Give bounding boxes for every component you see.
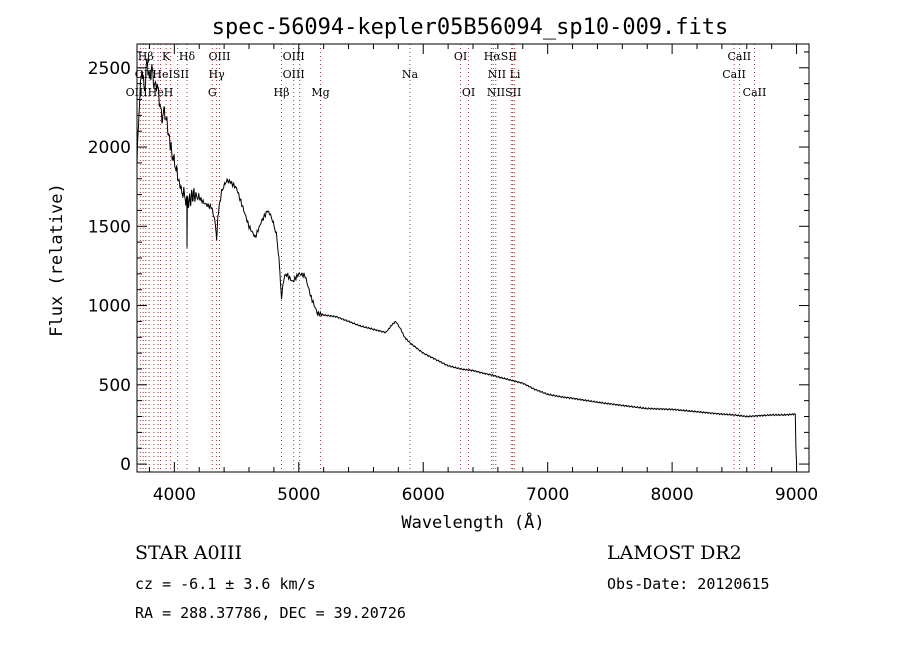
line-label: Mg: [311, 86, 329, 99]
object-class: STAR A0III: [135, 542, 243, 564]
y-tick-label: 2500: [88, 59, 131, 79]
y-axis-label: Flux (relative): [47, 183, 67, 337]
x-tick-label: 5000: [277, 485, 320, 505]
y-tick-label: 1000: [88, 297, 131, 317]
line-label: G: [208, 86, 217, 99]
line-label: NII Li: [488, 68, 521, 81]
line-label: CaII: [743, 86, 767, 99]
x-axis-label: Wavelength (Å): [401, 511, 544, 533]
x-tick-label: 8000: [650, 485, 693, 505]
ra-dec: RA = 288.37786, DEC = 39.20726: [135, 604, 406, 622]
line-label: CaII: [727, 50, 751, 63]
line-label: NIISII: [487, 86, 522, 99]
line-label: Hδ: [179, 50, 196, 63]
line-label: OI: [462, 86, 475, 99]
line-label: Hβ: [138, 50, 154, 63]
redshift-cz: cz = -6.1 ± 3.6 km/s: [135, 575, 316, 593]
x-tick-label: 6000: [402, 485, 445, 505]
line-label: Na: [402, 68, 419, 81]
y-tick-label: 1500: [88, 217, 131, 237]
line-label: HαSII: [484, 50, 517, 63]
x-axis-ticks: 4000 5000 6000 7000 8000 9000: [148, 44, 818, 505]
x-tick-label: 4000: [153, 485, 196, 505]
line-label: OIII: [283, 50, 305, 63]
line-label: Hγ: [209, 68, 226, 81]
y-tick-label: 2000: [88, 138, 131, 158]
line-label: OIII: [283, 68, 305, 81]
y-tick-label: 0: [120, 455, 131, 475]
obs-date: Obs-Date: 20120615: [607, 575, 770, 593]
spectral-line-markers: [139, 44, 755, 472]
line-label: OIIIHeH: [126, 86, 174, 99]
y-axis-ticks: 0 500 1000 1500 2000 2500: [88, 51, 809, 475]
line-label: CaII: [722, 68, 746, 81]
chart-title: spec-56094-kepler05B56094_sp10-009.fits: [212, 15, 729, 40]
spectrum-line: [136, 58, 798, 465]
survey-name: LAMOST DR2: [607, 542, 742, 564]
line-label: Hβ: [274, 86, 290, 99]
x-tick-label: 7000: [526, 485, 569, 505]
plot-frame: [136, 43, 810, 473]
x-tick-label: 9000: [775, 485, 818, 505]
line-label: OIII: [208, 50, 230, 63]
y-tick-label: 500: [99, 376, 131, 396]
line-label: OI: [454, 50, 467, 63]
line-label: K: [162, 50, 171, 63]
